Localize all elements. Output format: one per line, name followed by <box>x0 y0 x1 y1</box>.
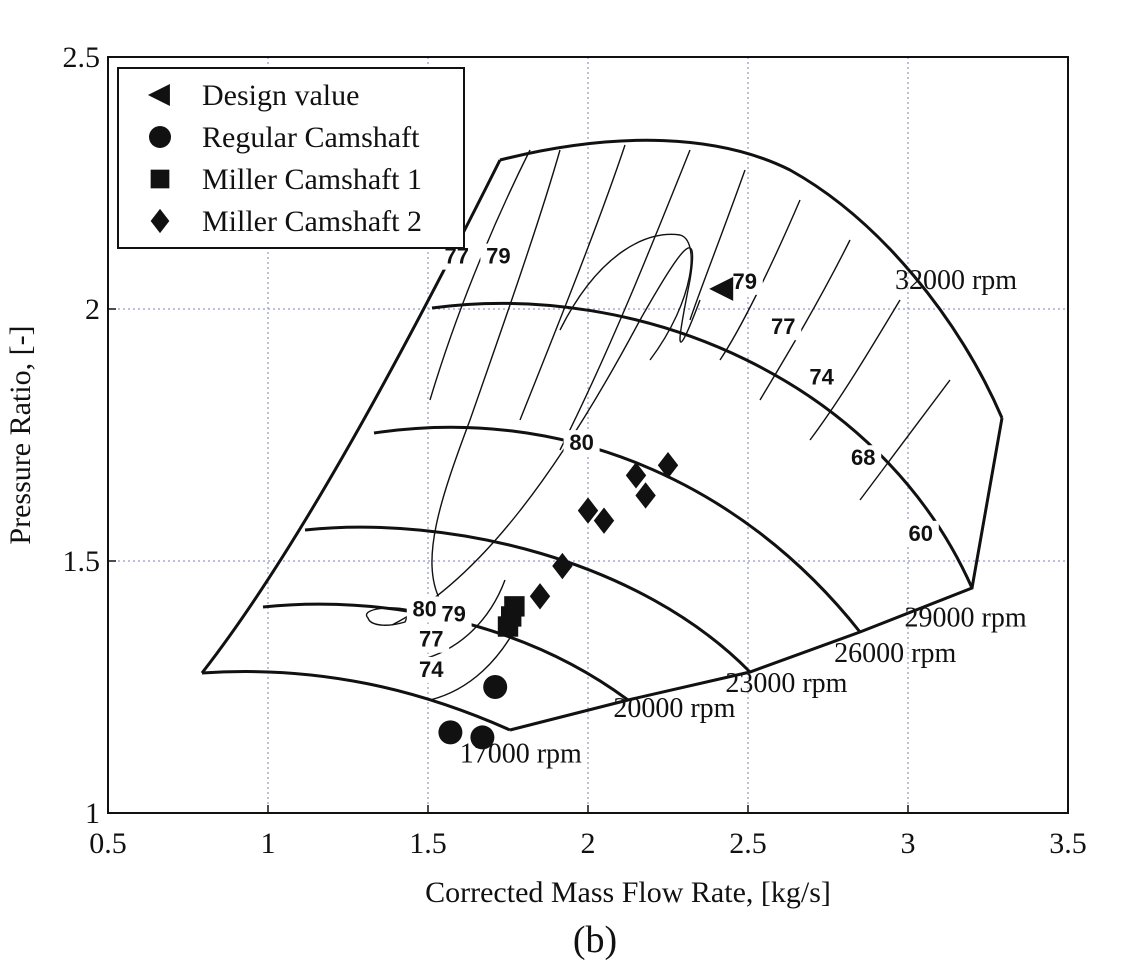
x-tick-label: 2 <box>581 827 596 860</box>
efficiency-label: 74 <box>419 657 444 682</box>
data-point-diamond <box>593 507 615 534</box>
data-point-triangle-left <box>709 276 734 301</box>
efficiency-label: 80 <box>569 430 593 455</box>
x-tick-label: 3 <box>901 827 916 860</box>
efficiency-label-background <box>563 430 600 457</box>
efficiency-contour-c <box>559 149 691 451</box>
data-point-square <box>504 596 525 617</box>
choke-line <box>509 417 1004 732</box>
speed-line-26000 <box>373 425 862 633</box>
x-tick-label: 3.5 <box>1049 827 1087 860</box>
efficiency-label-background <box>803 364 840 391</box>
efficiency-label-background <box>413 626 450 653</box>
legend-label: Miller Camshaft 1 <box>202 163 422 196</box>
y-axis-label: Pressure Ratio, [-] <box>4 325 37 544</box>
speed-line-23000 <box>304 525 752 674</box>
efficiency-contour-77 <box>429 149 531 401</box>
compressor-map-lines <box>200 138 1004 732</box>
efficiency-label-background <box>902 520 939 547</box>
efficiency-label: 80 <box>413 596 437 621</box>
efficiency-label: 77 <box>419 627 443 652</box>
efficiency-contour-g <box>809 299 901 441</box>
legend-marker-square <box>150 169 170 189</box>
efficiency-contour-b <box>519 144 626 421</box>
data-point-diamond <box>577 497 599 524</box>
efficiency-label: 74 <box>809 365 834 390</box>
speed-line-29000 <box>431 301 974 589</box>
legend-label: Miller Camshaft 2 <box>202 205 422 238</box>
efficiency-contour-79-upper <box>391 247 701 626</box>
y-tick-label: 1.5 <box>63 545 101 578</box>
x-tick-label: 0.5 <box>89 827 127 860</box>
efficiency-contour-e <box>719 199 801 361</box>
efficiency-label: 77 <box>771 314 795 339</box>
speed-line-label: 20000 rpm <box>613 693 735 724</box>
legend-box <box>117 67 465 249</box>
data-point-diamond <box>625 462 647 489</box>
speed-line-32000 <box>499 138 1004 419</box>
efficiency-contour-79 <box>559 233 692 361</box>
data-point-diamond <box>635 482 656 509</box>
data-point-diamond <box>529 583 551 610</box>
efficiency-contour-h <box>859 379 951 501</box>
y-tick-label: 2 <box>85 293 100 326</box>
efficiency-label: 68 <box>851 445 875 470</box>
data-point-diamond <box>552 552 573 580</box>
x-tick-label: 1 <box>261 827 276 860</box>
speed-line-label: 26000 rpm <box>834 638 956 669</box>
speed-line-label: 29000 rpm <box>905 603 1027 634</box>
data-point-diamond <box>657 452 679 479</box>
speed-line-label: 32000 rpm <box>895 265 1017 296</box>
efficiency-label-background <box>413 656 450 683</box>
legend-marker-triangle-left <box>147 84 170 106</box>
y-tick-label: 2.5 <box>63 41 101 74</box>
x-tick-label: 1.5 <box>409 827 447 860</box>
efficiency-label: 79 <box>486 244 510 269</box>
x-axis-label: Corrected Mass Flow Rate, [kg/s] <box>425 876 831 909</box>
legend-label: Design value <box>202 79 359 112</box>
figure-caption: (b) <box>573 919 617 961</box>
efficiency-contour-d <box>689 169 746 321</box>
efficiency-label: 79 <box>441 601 465 626</box>
speed-line-label: 23000 rpm <box>725 668 847 699</box>
legend-label: Regular Camshaft <box>202 121 420 154</box>
speed-line-17000 <box>201 670 511 732</box>
efficiency-label-background <box>480 243 517 270</box>
efficiency-label: 60 <box>909 521 933 546</box>
efficiency-label: 79 <box>733 269 757 294</box>
data-point-circle <box>438 720 463 745</box>
efficiency-label-background <box>765 314 802 341</box>
data-markers <box>438 276 734 750</box>
efficiency-label-background <box>435 601 472 628</box>
data-point-circle <box>470 725 495 750</box>
y-tick-label: 1 <box>85 797 100 830</box>
legend-marker-diamond <box>150 208 170 234</box>
data-point-circle <box>483 675 508 699</box>
efficiency-contour-77-left <box>419 579 506 661</box>
efficiency-contour-f <box>759 239 851 401</box>
efficiency-label-background <box>845 445 882 472</box>
legend-marker-circle <box>149 126 171 148</box>
x-tick-label: 2.5 <box>729 827 767 860</box>
legend: Design value Regular Camshaft Miller Camsh… <box>117 67 465 249</box>
efficiency-contour-a <box>431 149 561 601</box>
